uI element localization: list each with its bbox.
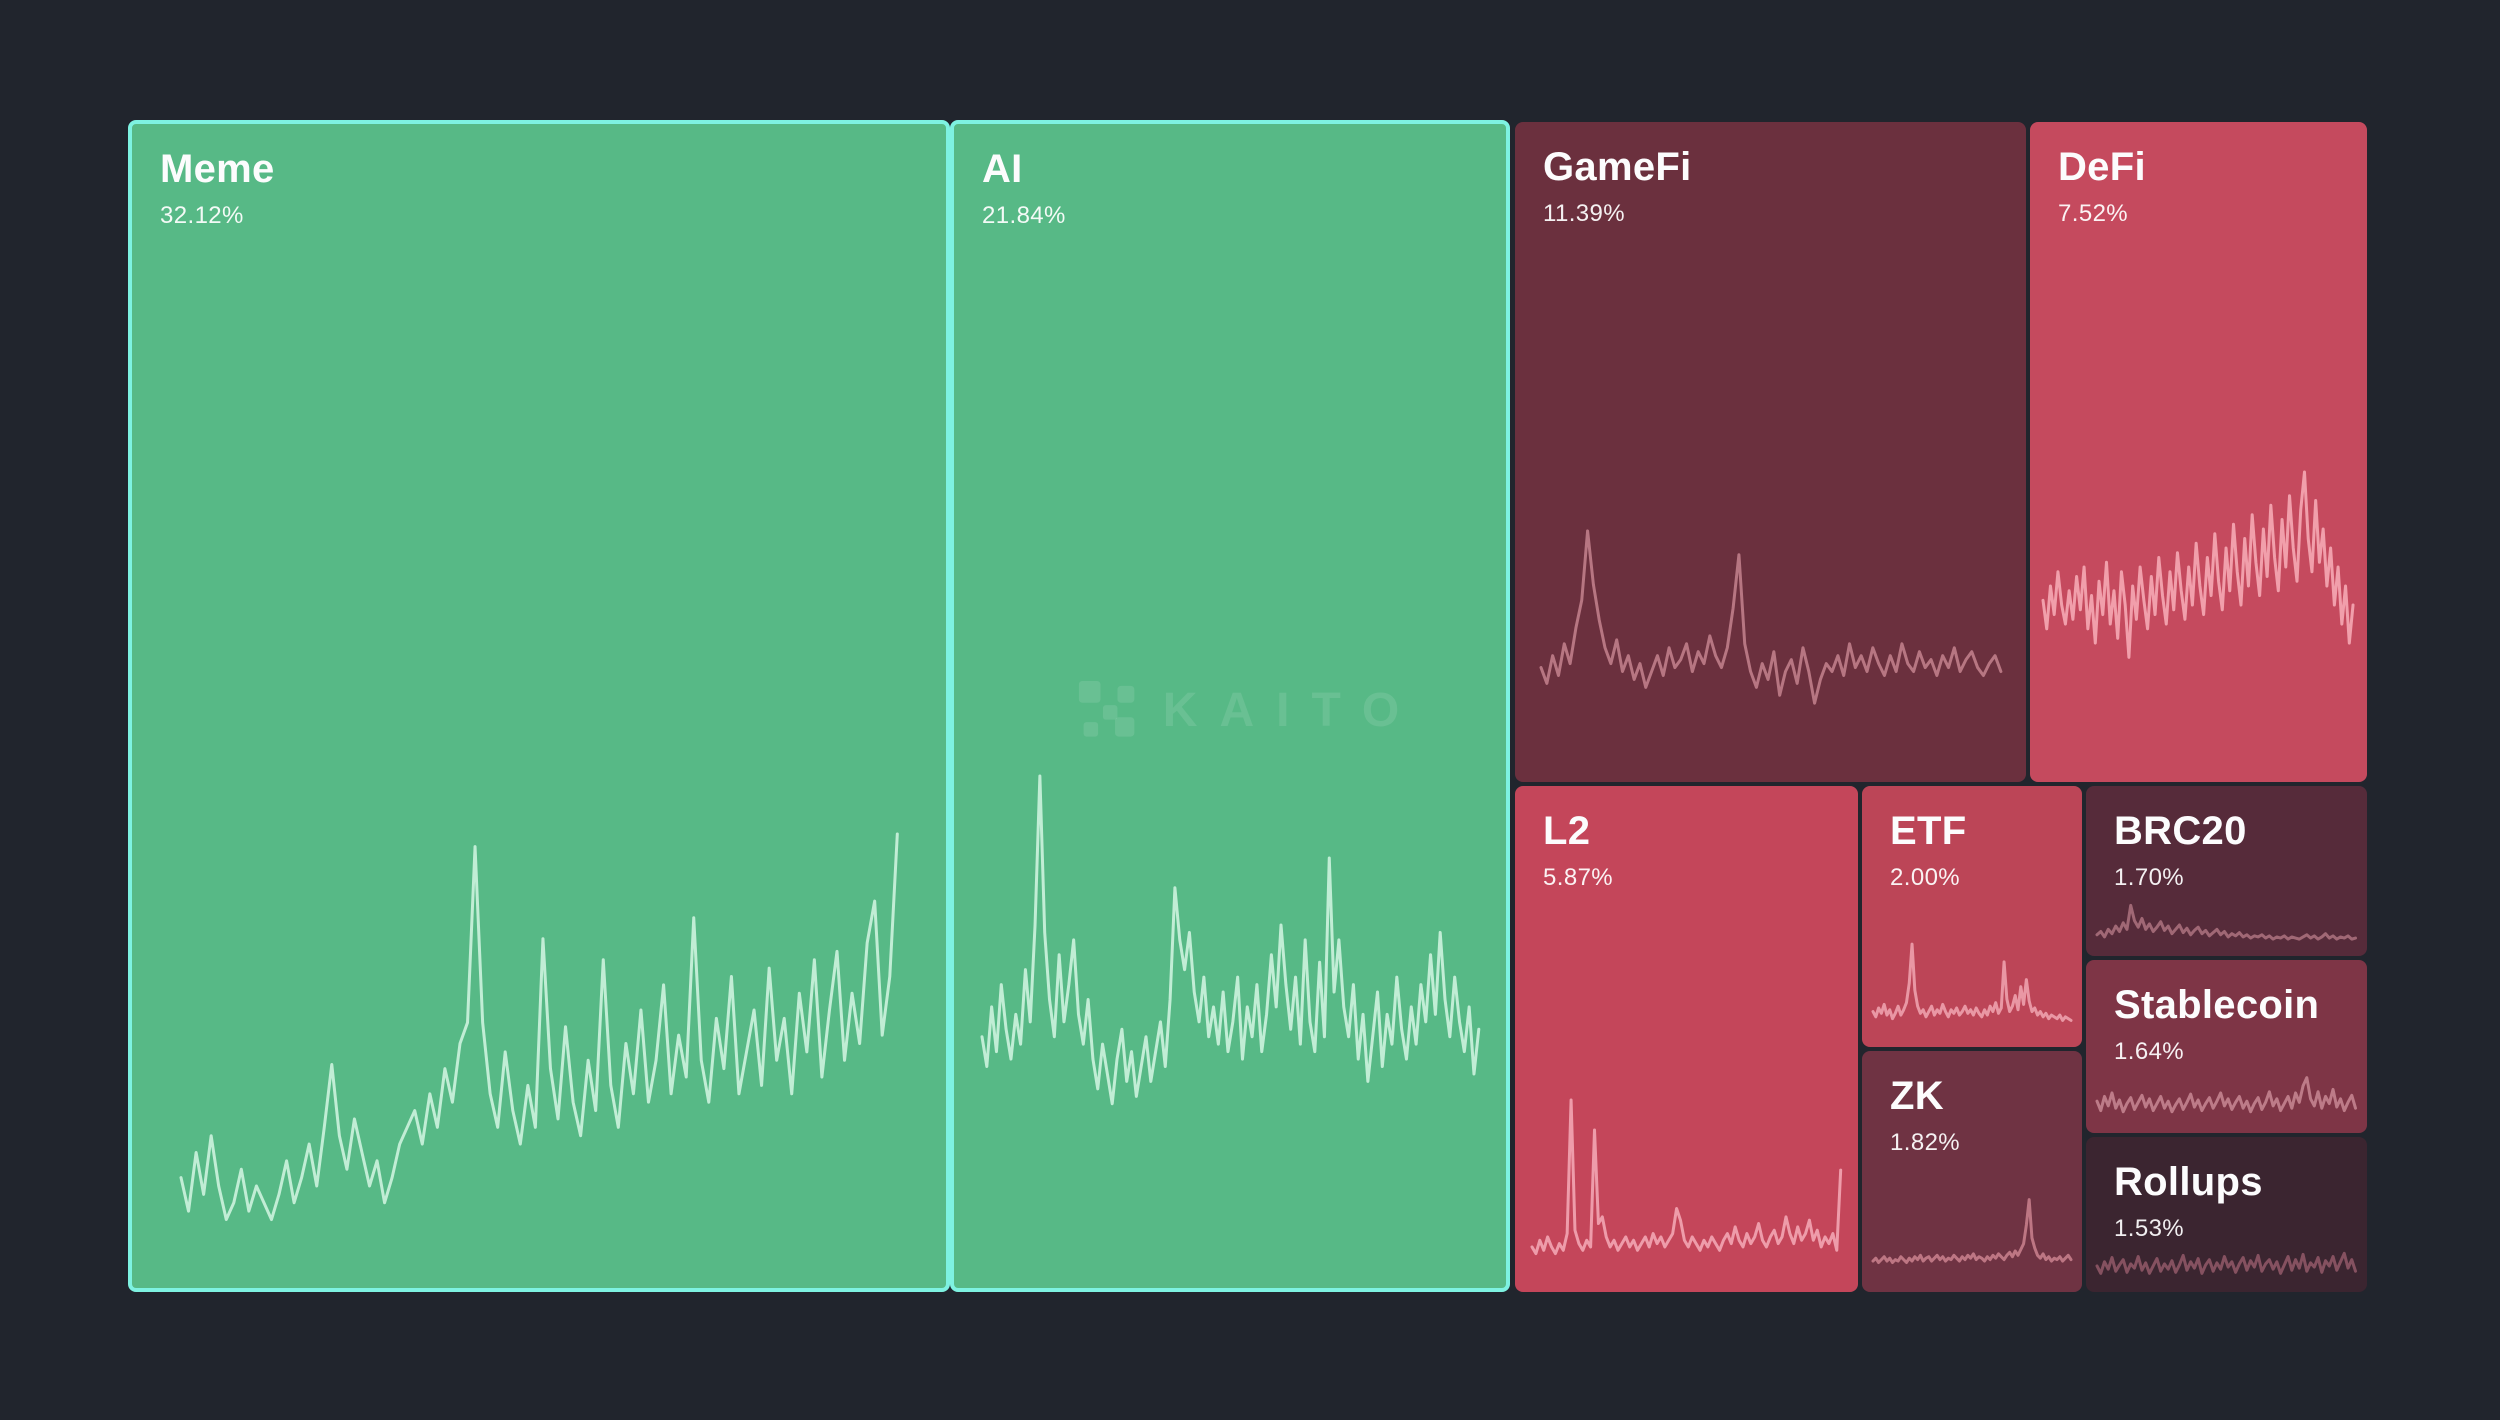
tile-title: ETF (1890, 809, 1967, 853)
tile-sparkline (982, 776, 1479, 1148)
tile-header: AI 21.84% (954, 124, 1506, 252)
tile-title: AI (982, 147, 1023, 191)
treemap-tile-brc20[interactable]: BRC20 1.70% (2086, 786, 2367, 956)
tile-percent: 7.52% (2058, 200, 2129, 227)
tile-sparkline (1541, 525, 2001, 723)
tile-header: L2 5.87% (1515, 786, 1858, 914)
tile-percent: 2.00% (1890, 864, 1961, 891)
treemap-tile-stablecoin[interactable]: Stablecoin 1.64% (2086, 960, 2367, 1133)
treemap-tile-defi[interactable]: DeFi 7.52% (2030, 122, 2367, 782)
treemap-tile-ai[interactable]: AI 21.84% (950, 120, 1510, 1292)
tile-title: GameFi (1543, 145, 1692, 189)
tile-title: DeFi (2058, 145, 2146, 189)
tile-percent: 11.39% (1543, 200, 1626, 227)
treemap-tile-gamefi[interactable]: GameFi 11.39% (1515, 122, 2026, 782)
tile-percent: 32.12% (160, 202, 244, 229)
tile-percent: 5.87% (1543, 864, 1614, 891)
tile-sparkline (1873, 1196, 2071, 1268)
tile-title: Rollups (2114, 1160, 2263, 1204)
tile-header: ZK 1.82% (1862, 1051, 2082, 1179)
tile-title: Stablecoin (2114, 983, 2320, 1027)
tile-header: Rollups 1.53% (2086, 1137, 2367, 1265)
tile-header: BRC20 1.70% (2086, 786, 2367, 914)
tile-title: Meme (160, 147, 275, 191)
treemap-tile-zk[interactable]: ZK 1.82% (1862, 1051, 2082, 1292)
treemap-tile-etf[interactable]: ETF 2.00% (1862, 786, 2082, 1047)
tile-header: DeFi 7.52% (2030, 122, 2367, 250)
tile-title: BRC20 (2114, 809, 2247, 853)
tile-percent: 1.70% (2114, 864, 2185, 891)
tile-header: GameFi 11.39% (1515, 122, 2026, 250)
tile-header: Meme 32.12% (132, 124, 946, 252)
tile-header: ETF 2.00% (1862, 786, 2082, 914)
tile-sparkline (1873, 937, 2071, 1026)
tile-percent: 1.64% (2114, 1038, 2185, 1065)
treemap-tile-l2[interactable]: L2 5.87% (1515, 786, 1858, 1292)
tile-percent: 1.82% (1890, 1129, 1961, 1156)
tile-sparkline (1532, 1100, 1841, 1267)
treemap-tile-rollups[interactable]: Rollups 1.53% (2086, 1137, 2367, 1292)
tile-sparkline (181, 834, 897, 1253)
tile-title: L2 (1543, 809, 1591, 853)
tile-sparkline (2043, 472, 2353, 710)
tile-header: Stablecoin 1.64% (2086, 960, 2367, 1088)
treemap-tile-meme[interactable]: Meme 32.12% (128, 120, 950, 1292)
tile-title: ZK (1890, 1074, 1944, 1118)
tile-percent: 21.84% (982, 202, 1066, 229)
tile-percent: 1.53% (2114, 1215, 2185, 1242)
